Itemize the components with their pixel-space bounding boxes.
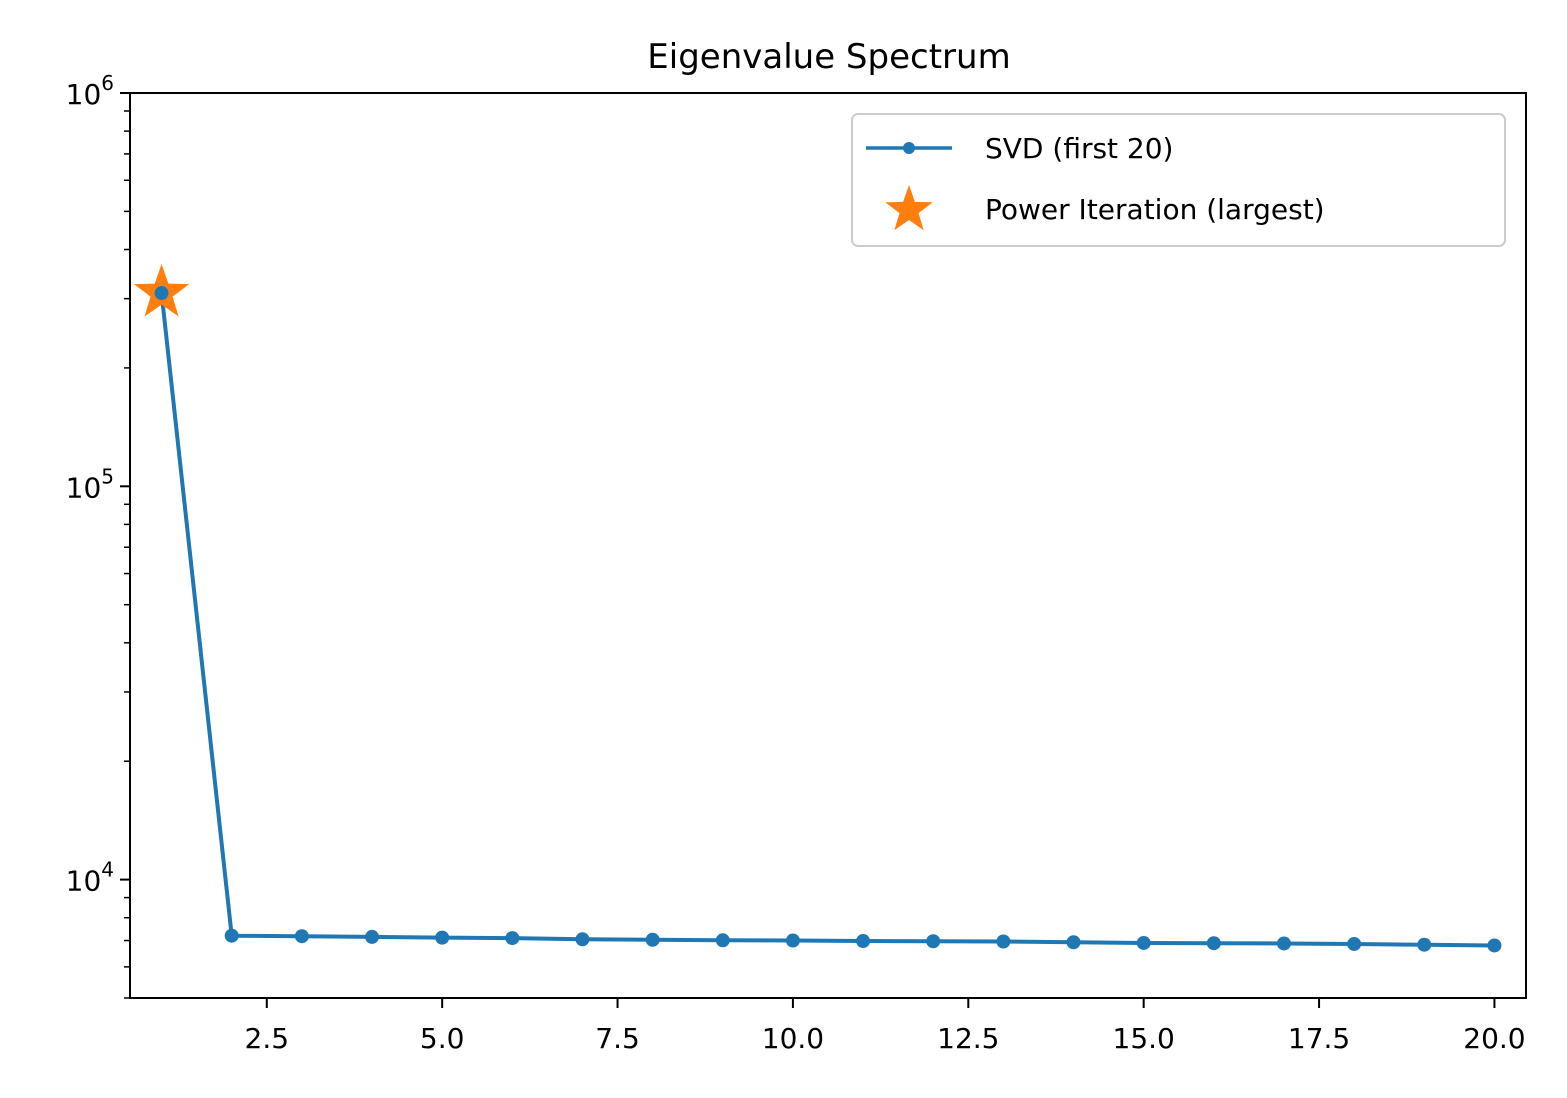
svd-point-19: [1417, 937, 1432, 952]
series-layer: [133, 264, 1502, 953]
y-tick-label-1: 105: [66, 464, 114, 504]
x-tick-label-4: 12.5: [937, 1022, 999, 1055]
svd-point-14: [1066, 935, 1081, 950]
plot-frame: [129, 92, 1527, 999]
svd-point-8: [645, 932, 660, 947]
svd-point-9: [715, 933, 730, 948]
svd-point-13: [996, 934, 1011, 949]
legend-power-label: Power Iteration (largest): [985, 193, 1325, 226]
legend-svd-label: SVD (first 20): [985, 132, 1173, 165]
y-tick-exponent: 4: [101, 858, 114, 882]
legend: SVD (first 20) Power Iteration (largest): [851, 113, 1506, 247]
x-tick-label-6: 17.5: [1288, 1022, 1350, 1055]
svd-point-2: [224, 928, 239, 943]
x-tick-label-5: 15.0: [1113, 1022, 1175, 1055]
svd-series-line: [159, 292, 1495, 948]
svd-point-4: [365, 929, 380, 944]
y-tick-base: 10: [66, 865, 102, 898]
x-tick-label-7: 20.0: [1463, 1022, 1525, 1055]
svd-point-12: [926, 934, 941, 949]
legend-power-star-icon: [885, 185, 933, 231]
svd-point-20: [1487, 938, 1502, 953]
x-tick-label-2: 7.5: [595, 1022, 640, 1055]
chart-title: Eigenvalue Spectrum: [647, 37, 1010, 77]
svd-point-15: [1136, 935, 1151, 950]
svd-point-10: [785, 933, 800, 948]
svd-point-1: [154, 286, 169, 301]
svd-point-18: [1347, 936, 1362, 951]
y-tick-exponent: 5: [101, 464, 114, 488]
x-tick-label-3: 10.0: [762, 1022, 824, 1055]
legend-box: [851, 113, 1506, 247]
svd-point-17: [1276, 936, 1291, 951]
x-tick-label-1: 5.0: [420, 1022, 465, 1055]
x-tick-label-0: 2.5: [245, 1022, 290, 1055]
svd-point-6: [505, 931, 520, 946]
svd-point-7: [575, 932, 590, 947]
svd-point-16: [1206, 936, 1221, 951]
svd-point-3: [294, 929, 309, 944]
y-tick-base: 10: [66, 78, 102, 111]
y-tick-exponent: 6: [101, 71, 114, 95]
legend-svd-marker-icon: [903, 142, 915, 154]
y-tick-label-2: 106: [66, 71, 114, 111]
svd-point-11: [856, 934, 871, 949]
y-tick-label-0: 104: [66, 858, 114, 898]
y-tick-base: 10: [66, 471, 102, 504]
svd-point-5: [435, 930, 450, 945]
